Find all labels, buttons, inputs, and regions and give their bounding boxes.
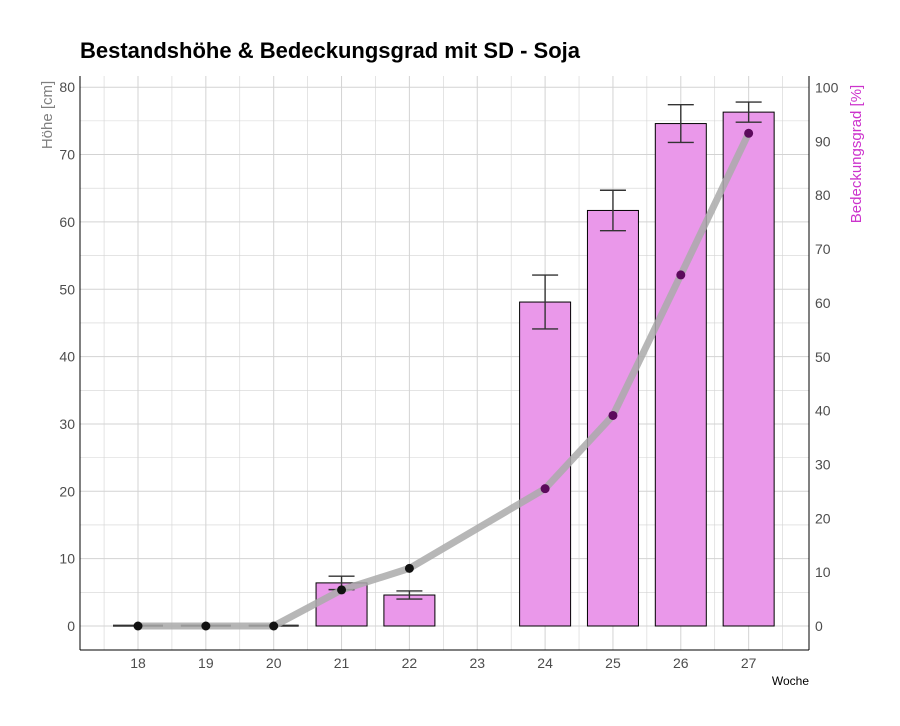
coverage-points	[133, 128, 754, 631]
coverage-point-week-27	[744, 128, 754, 138]
y-left-tick-label: 60	[59, 214, 75, 230]
bar-week-27	[722, 111, 775, 627]
y-left-tick-label: 70	[59, 147, 75, 163]
y-right-tick-label: 0	[815, 618, 823, 634]
x-tick-label: 20	[266, 655, 282, 671]
y-right-tick-label: 40	[815, 403, 831, 419]
y-right-tick-label: 80	[815, 187, 831, 203]
y-right-tick-label: 50	[815, 349, 831, 365]
x-tick-label: 24	[537, 655, 553, 671]
bar-week-24	[519, 301, 572, 627]
y-right-tick-label: 90	[815, 133, 831, 149]
error-bar-week-27	[735, 101, 762, 123]
y-left-tick-label: 80	[59, 79, 75, 95]
coverage-point-week-22	[404, 563, 414, 573]
x-tick-label: 19	[198, 655, 214, 671]
y-axis-left-label: Höhe [cm]	[39, 81, 56, 149]
y-right-tick-label: 70	[815, 241, 831, 257]
error-bar-week-25	[599, 189, 626, 232]
coverage-point-week-21	[337, 585, 347, 595]
y-left-tick-label: 10	[59, 551, 75, 567]
y-right-tick-label: 10	[815, 564, 831, 580]
coverage-point-week-19	[201, 621, 211, 631]
coverage-point-week-24	[540, 484, 550, 494]
tick-labels: 0 10 20 30 40 50 60 70 80 0 10 20 30 40 50 60 70 80 90 100 1…	[59, 79, 838, 671]
y-right-tick-label: 30	[815, 456, 831, 472]
chart-title: Bestandshöhe & Bedeckungsgrad mit SD - S…	[80, 38, 581, 63]
error-bar-week-22	[396, 590, 423, 600]
coverage-point-week-18	[133, 621, 143, 631]
y-left-tick-label: 20	[59, 483, 75, 499]
coverage-point-week-25	[608, 410, 618, 420]
y-left-tick-label: 40	[59, 349, 75, 365]
y-axis-right-label: Bedeckungsgrad [%]	[848, 85, 865, 223]
y-right-tick-label: 60	[815, 295, 831, 311]
coverage-point-week-20	[269, 621, 279, 631]
y-left-tick-label: 0	[67, 618, 75, 634]
error-bar-week-24	[532, 274, 559, 330]
y-left-tick-label: 30	[59, 416, 75, 432]
bar-week-26	[654, 123, 707, 627]
x-tick-label: 25	[605, 655, 621, 671]
x-tick-label: 22	[402, 655, 418, 671]
error-bar-week-26	[667, 104, 694, 144]
y-right-tick-label: 20	[815, 510, 831, 526]
y-left-tick-label: 50	[59, 281, 75, 297]
x-tick-label: 26	[673, 655, 689, 671]
axes	[79, 76, 810, 651]
x-tick-label: 27	[741, 655, 757, 671]
x-tick-label: 21	[334, 655, 350, 671]
x-axis-label: Woche	[772, 674, 809, 688]
y-right-tick-label: 100	[815, 80, 839, 96]
x-tick-label: 23	[469, 655, 485, 671]
coverage-point-week-26	[676, 270, 686, 280]
x-tick-label: 18	[130, 655, 146, 671]
bar-week-22	[383, 594, 436, 627]
bars	[315, 111, 775, 627]
